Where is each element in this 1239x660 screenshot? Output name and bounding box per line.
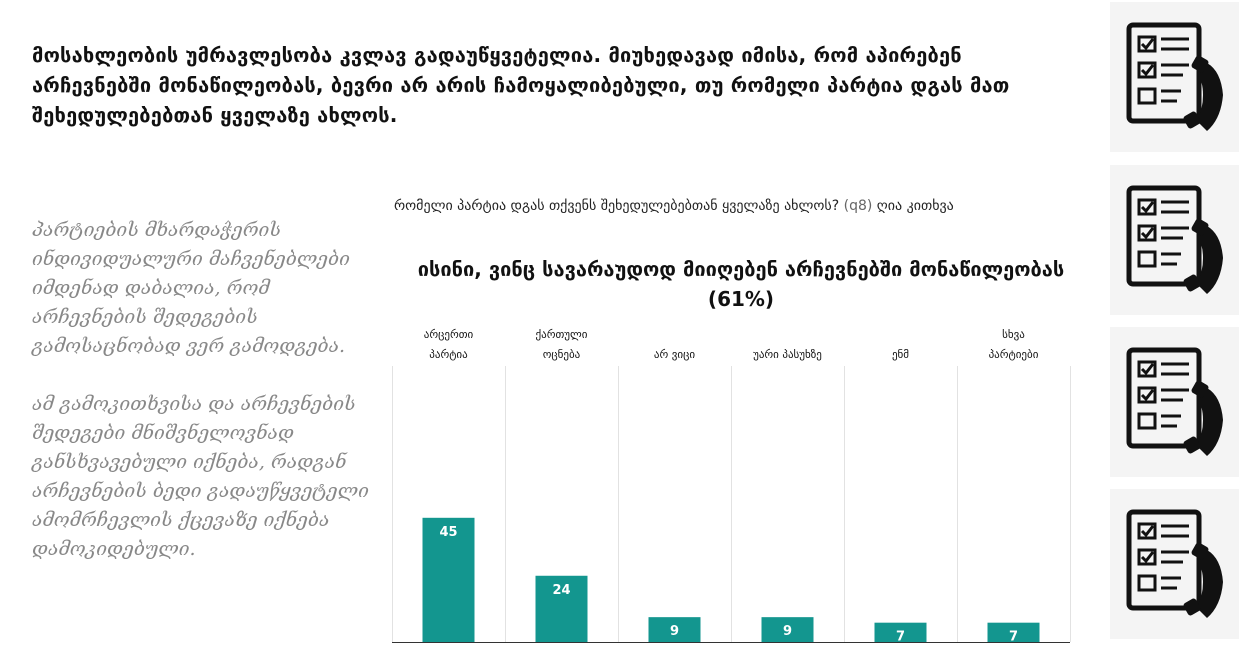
bar-chart: არცერთი პარტია 45 ქართული ოცნება 24 არ ვიცი 9 უა… bbox=[392, 328, 1071, 645]
bar bbox=[648, 617, 701, 642]
question-type: ღია კითხვა bbox=[876, 198, 954, 214]
bar bbox=[987, 622, 1040, 642]
survey-phone-icon-1 bbox=[1110, 2, 1239, 152]
headline: მოსახლეობის უმრავლესობა კვლავ გადაუწყვეტ… bbox=[32, 43, 1010, 127]
bar-value-label: 24 bbox=[552, 583, 570, 598]
bar-value-label: 9 bbox=[783, 624, 792, 639]
x-tick-label: არცერთი პარტია bbox=[424, 328, 474, 361]
bar bbox=[535, 575, 588, 642]
x-tick-label: სხვა პარტიები bbox=[989, 328, 1039, 361]
survey-question: რომელი პარტია დგას თქვენს შეხედულებებთან… bbox=[394, 198, 1094, 214]
bar-value-label: 7 bbox=[896, 630, 905, 645]
chart-title: ისინი, ვინც სავარაუდოდ მიიღებენ არჩევნებ… bbox=[417, 257, 1065, 311]
bar bbox=[874, 622, 927, 642]
bar-value-label: 7 bbox=[1009, 630, 1018, 645]
bar-value-label: 9 bbox=[670, 624, 679, 639]
sidebar-icons bbox=[1110, 0, 1239, 660]
x-tick-label: უარი პასუხზე bbox=[753, 348, 822, 361]
survey-phone-icon bbox=[1126, 185, 1223, 294]
survey-phone-icon bbox=[1126, 22, 1223, 131]
bar bbox=[761, 617, 814, 642]
bar-value-label: 45 bbox=[439, 525, 457, 540]
question-text: რომელი პარტია დგას თქვენს შეხედულებებთან… bbox=[394, 198, 840, 214]
x-tick-label: ენმ bbox=[892, 348, 909, 361]
survey-phone-icon-3 bbox=[1110, 327, 1239, 477]
question-code: (q8) bbox=[843, 198, 873, 214]
survey-phone-icon bbox=[1126, 509, 1223, 618]
survey-phone-icon bbox=[1126, 347, 1223, 456]
quote-paragraph-1: პარტიების მხარდაჭერის ინდივიდუალური მაჩვ… bbox=[32, 219, 350, 357]
survey-phone-icon-2 bbox=[1110, 165, 1239, 315]
bar bbox=[422, 517, 475, 642]
quote-paragraph-2: ამ გამოკითხვისა და არჩევნების შედეგები მ… bbox=[32, 393, 369, 560]
pull-quote: პარტიების მხარდაჭერის ინდივიდუალური მაჩვ… bbox=[32, 216, 377, 593]
x-tick-label: არ ვიცი bbox=[654, 348, 695, 361]
x-tick-label: ქართული ოცნება bbox=[536, 328, 588, 361]
survey-phone-icon-4 bbox=[1110, 489, 1239, 639]
